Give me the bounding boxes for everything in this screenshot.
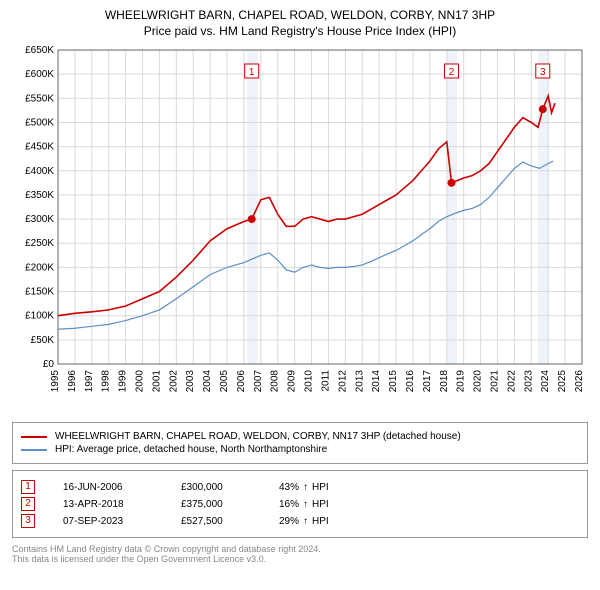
sale-pct: 43%↑HPI xyxy=(279,482,329,493)
svg-text:£650K: £650K xyxy=(25,45,54,56)
svg-text:2009: 2009 xyxy=(287,370,298,393)
sale-price: £527,500 xyxy=(181,516,251,527)
svg-text:2000: 2000 xyxy=(135,370,146,393)
svg-text:£0: £0 xyxy=(43,359,55,370)
sale-marker: 3 xyxy=(21,514,35,528)
arrow-up-icon: ↑ xyxy=(303,516,308,527)
svg-text:1995: 1995 xyxy=(50,370,61,393)
svg-text:2011: 2011 xyxy=(320,370,331,392)
svg-text:2002: 2002 xyxy=(168,370,179,393)
svg-text:£600K: £600K xyxy=(25,69,54,80)
svg-text:2018: 2018 xyxy=(439,370,450,393)
sale-row: 2 13-APR-2018 £375,000 16%↑HPI xyxy=(21,497,579,511)
footnote-line2: This data is licensed under the Open Gov… xyxy=(12,554,588,564)
svg-text:1996: 1996 xyxy=(67,370,78,393)
svg-text:£50K: £50K xyxy=(31,335,55,346)
sale-date: 07-SEP-2023 xyxy=(63,516,153,527)
svg-text:2021: 2021 xyxy=(489,370,500,393)
sale-price: £375,000 xyxy=(181,499,251,510)
svg-text:2016: 2016 xyxy=(405,370,416,393)
title-block: WHEELWRIGHT BARN, CHAPEL ROAD, WELDON, C… xyxy=(12,8,588,38)
svg-text:£500K: £500K xyxy=(25,117,54,128)
svg-text:£250K: £250K xyxy=(25,238,54,249)
svg-text:1997: 1997 xyxy=(84,370,95,393)
sale-label-num-3: 3 xyxy=(540,67,546,78)
sale-dot-2 xyxy=(448,179,456,187)
svg-text:2012: 2012 xyxy=(337,370,348,393)
svg-text:£300K: £300K xyxy=(25,214,54,225)
sale-label-num-1: 1 xyxy=(249,67,255,78)
svg-text:2010: 2010 xyxy=(304,370,315,393)
chart-area: £0 £50K £100K £150K £200K £250K £300K £350K £400… xyxy=(12,44,588,414)
svg-text:£150K: £150K xyxy=(25,287,54,298)
svg-text:2022: 2022 xyxy=(506,370,517,393)
svg-text:£450K: £450K xyxy=(25,142,54,153)
svg-text:2003: 2003 xyxy=(185,370,196,393)
legend: WHEELWRIGHT BARN, CHAPEL ROAD, WELDON, C… xyxy=(12,422,588,464)
svg-text:£200K: £200K xyxy=(25,262,54,273)
footnote-line1: Contains HM Land Registry data © Crown c… xyxy=(12,544,588,554)
arrow-up-icon: ↑ xyxy=(303,482,308,493)
svg-text:2019: 2019 xyxy=(456,370,467,393)
title-line1: WHEELWRIGHT BARN, CHAPEL ROAD, WELDON, C… xyxy=(12,8,588,22)
sale-dot-3 xyxy=(539,105,547,113)
svg-text:2013: 2013 xyxy=(354,370,365,393)
sale-dot-1 xyxy=(248,215,256,223)
title-line2: Price paid vs. HM Land Registry's House … xyxy=(12,24,588,38)
sale-pct: 29%↑HPI xyxy=(279,516,329,527)
svg-text:2008: 2008 xyxy=(270,370,281,393)
svg-text:2015: 2015 xyxy=(388,370,399,393)
sale-row: 3 07-SEP-2023 £527,500 29%↑HPI xyxy=(21,514,579,528)
svg-text:2023: 2023 xyxy=(523,370,534,393)
sale-date: 13-APR-2018 xyxy=(63,499,153,510)
svg-text:2001: 2001 xyxy=(151,370,162,393)
sale-pct: 16%↑HPI xyxy=(279,499,329,510)
svg-text:£350K: £350K xyxy=(25,190,54,201)
arrow-up-icon: ↑ xyxy=(303,499,308,510)
chart-container: WHEELWRIGHT BARN, CHAPEL ROAD, WELDON, C… xyxy=(0,0,600,572)
sale-date: 16-JUN-2006 xyxy=(63,482,153,493)
svg-text:2026: 2026 xyxy=(574,370,585,393)
svg-text:£550K: £550K xyxy=(25,93,54,104)
legend-row: WHEELWRIGHT BARN, CHAPEL ROAD, WELDON, C… xyxy=(21,431,579,442)
sale-row: 1 16-JUN-2006 £300,000 43%↑HPI xyxy=(21,480,579,494)
svg-text:2017: 2017 xyxy=(422,370,433,393)
svg-text:£100K: £100K xyxy=(25,311,54,322)
line-chart: £0 £50K £100K £150K £200K £250K £300K £350K £400… xyxy=(12,44,588,414)
sale-price: £300,000 xyxy=(181,482,251,493)
legend-swatch xyxy=(21,436,47,438)
svg-text:2020: 2020 xyxy=(473,370,484,393)
svg-text:2014: 2014 xyxy=(371,370,382,393)
sales-table: 1 16-JUN-2006 £300,000 43%↑HPI 2 13-APR-2018 £… xyxy=(12,470,588,538)
svg-text:2004: 2004 xyxy=(202,370,213,393)
svg-text:1999: 1999 xyxy=(118,370,129,393)
legend-swatch xyxy=(21,449,47,451)
legend-label: HPI: Average price, detached house, Nort… xyxy=(55,444,327,455)
svg-text:1998: 1998 xyxy=(101,370,112,393)
svg-text:2007: 2007 xyxy=(253,370,264,393)
svg-text:2005: 2005 xyxy=(219,370,230,393)
sale-marker: 2 xyxy=(21,497,35,511)
sale-label-num-2: 2 xyxy=(449,67,455,78)
legend-label: WHEELWRIGHT BARN, CHAPEL ROAD, WELDON, C… xyxy=(55,431,461,442)
svg-text:2025: 2025 xyxy=(557,370,568,393)
svg-text:2006: 2006 xyxy=(236,370,247,393)
legend-row: HPI: Average price, detached house, Nort… xyxy=(21,444,579,455)
footnote: Contains HM Land Registry data © Crown c… xyxy=(12,544,588,564)
sale-marker: 1 xyxy=(21,480,35,494)
svg-text:2024: 2024 xyxy=(540,370,551,393)
svg-text:£400K: £400K xyxy=(25,166,54,177)
